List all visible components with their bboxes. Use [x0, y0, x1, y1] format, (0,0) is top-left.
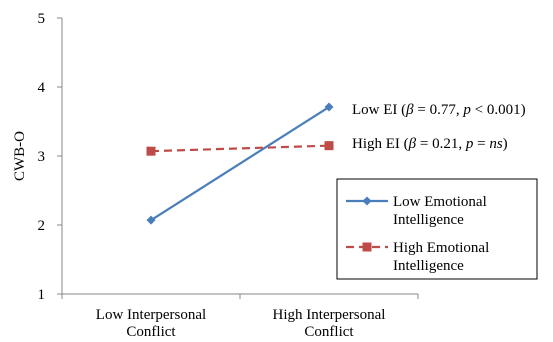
- y-tick-label: 5: [38, 11, 46, 27]
- x-tick-label: Conflict: [304, 324, 354, 340]
- annotations: Low EI (β = 0.77, p < 0.001)High EI (β =…: [352, 102, 526, 152]
- annotation-part: β: [405, 102, 414, 118]
- annotation-part: 0.001: [487, 102, 521, 118]
- significance-annotation: Low EI (β = 0.77, p < 0.001): [352, 102, 526, 118]
- annotation-part: = 0.21,: [416, 136, 466, 152]
- x-tick-label: High Interpersonal: [273, 307, 386, 323]
- y-tick-label: 3: [38, 149, 46, 165]
- legend-label: Intelligence: [393, 258, 464, 274]
- square-marker: [362, 242, 372, 252]
- diamond-marker: [146, 215, 156, 225]
- legend-label: Low Emotional: [393, 194, 487, 210]
- x-tick-label: Conflict: [126, 324, 176, 340]
- annotation-part: p: [462, 102, 471, 118]
- y-tick-label: 1: [38, 287, 46, 303]
- series-line: [150, 144, 330, 153]
- legend-label: Intelligence: [393, 212, 464, 228]
- annotation-part: β: [408, 136, 417, 152]
- legend-box: [336, 178, 538, 280]
- y-tick-label: 2: [38, 218, 46, 234]
- annotation-part: High EI (: [352, 136, 409, 152]
- x-tick-label: Low Interpersonal: [96, 307, 206, 323]
- annotation-part: p: [465, 136, 474, 152]
- annotation-part: ): [521, 102, 526, 118]
- y-tick-labels: 1 2 3 4 5: [38, 11, 46, 303]
- diamond-marker: [362, 196, 372, 206]
- square-marker: [324, 141, 334, 151]
- annotation-part: ns: [489, 136, 503, 152]
- axes: [57, 17, 419, 299]
- diamond-marker: [324, 102, 334, 112]
- annotation-part: =: [473, 136, 489, 152]
- y-axis-title: CWB-O: [12, 131, 28, 181]
- square-marker: [146, 146, 156, 156]
- annotation-part: = 0.77,: [414, 102, 464, 118]
- annotation-part: <: [471, 102, 487, 118]
- annotation-part: Low EI (: [352, 102, 406, 118]
- series-line: [150, 106, 330, 222]
- y-tick-label: 4: [38, 80, 46, 96]
- significance-annotation: High EI (β = 0.21, p = ns): [352, 136, 508, 152]
- legend-label: High Emotional: [393, 240, 489, 256]
- annotation-part: ): [503, 136, 508, 152]
- series-layer: [146, 102, 334, 225]
- legend: Low Emotional Intelligence High Emotional I…: [336, 178, 538, 280]
